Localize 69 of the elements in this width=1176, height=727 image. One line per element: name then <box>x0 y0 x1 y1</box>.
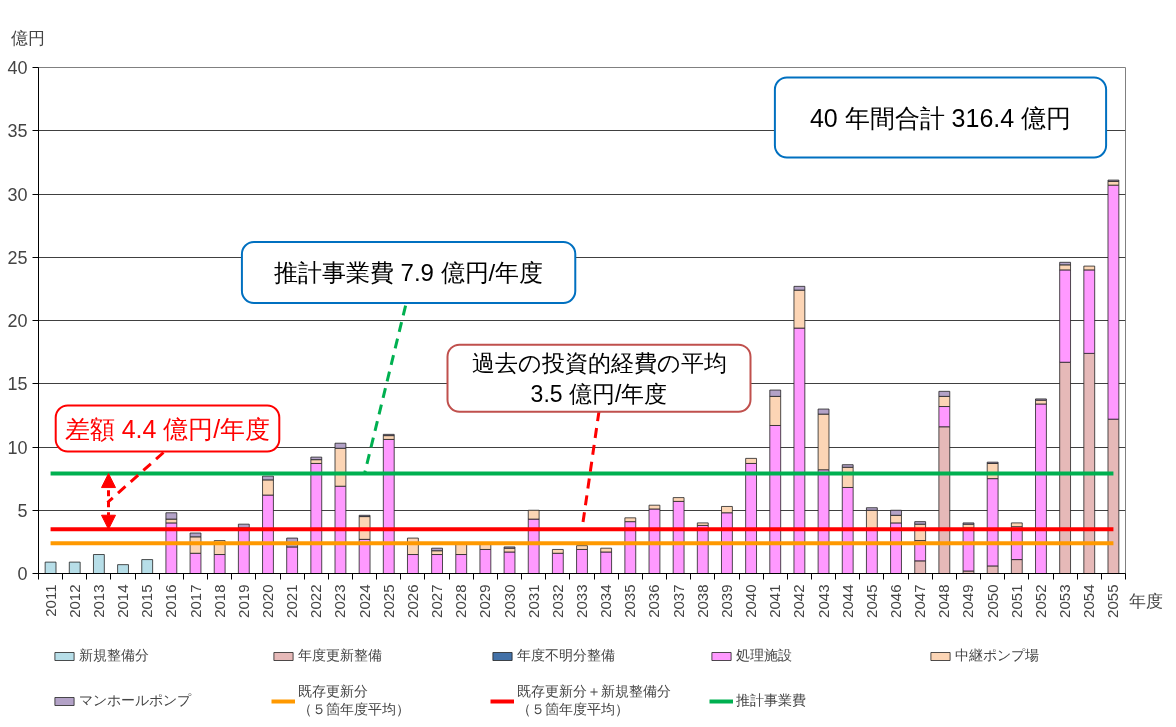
y-tick-label: 25 <box>7 247 28 268</box>
x-tick-label: 2034 <box>597 584 615 618</box>
x-tick-label: 2054 <box>1080 584 1098 618</box>
x-tick-label: 2031 <box>524 584 542 618</box>
x-tick-label: 2016 <box>162 584 180 618</box>
legend-label: 既存更新分（５箇年度平均） <box>298 683 411 719</box>
x-tick-label: 2029 <box>476 584 494 618</box>
x-tick-label: 2032 <box>548 584 566 618</box>
x-tick-label: 2013 <box>89 584 107 618</box>
x-tick-label: 2041 <box>766 584 784 618</box>
x-tick-label: 2052 <box>1031 584 1049 618</box>
legend-label: 推計事業費 <box>736 692 807 710</box>
x-tick-label: 2046 <box>887 584 905 618</box>
y-tick-label: 10 <box>7 437 28 458</box>
x-tick-label: 2033 <box>573 584 590 618</box>
x-tick-label: 2055 <box>1104 584 1122 618</box>
legend-label: 新規整備分 <box>79 647 150 665</box>
y-tick-label: 40 <box>7 58 28 78</box>
x-tick-label: 2012 <box>65 584 83 618</box>
x-tick-label: 2049 <box>959 584 977 618</box>
x-tick-label: 2047 <box>911 584 929 618</box>
x-tick-label: 2025 <box>379 584 397 618</box>
legend-label: 処理施設 <box>736 647 793 665</box>
legend-label: マンホールポンプ <box>79 692 193 710</box>
y-tick-label: 35 <box>7 121 28 142</box>
annotation: 推計事業費 7.9 億円/年度 <box>273 259 544 287</box>
x-tick-label: 2040 <box>742 584 760 618</box>
x-tick-label: 2024 <box>355 584 373 618</box>
x-tick-label: 2048 <box>935 584 953 618</box>
x-tick-label: 2045 <box>862 584 880 618</box>
legend-label: 年度更新整備 <box>298 647 383 665</box>
y-tick-label: 5 <box>17 500 28 521</box>
y-tick-label: 15 <box>7 374 28 395</box>
x-tick-label: 2044 <box>838 584 856 618</box>
x-tick-label: 2011 <box>41 584 59 617</box>
x-tick-label: 2020 <box>258 584 276 618</box>
x-tick-label: 2027 <box>428 584 446 618</box>
x-tick-label: 2038 <box>693 584 711 618</box>
x-tick-label: 2042 <box>790 584 808 618</box>
x-tick-label: 2039 <box>717 584 735 618</box>
x-tick-label: 2023 <box>331 584 349 618</box>
x-tick-label: 2036 <box>645 584 663 618</box>
annotation: 40 年間合計 316.4 億円 <box>809 103 1072 132</box>
legend-label: 中継ポンプ場 <box>955 647 1040 665</box>
x-tick-label: 2028 <box>452 584 470 618</box>
x-tick-label: 2015 <box>138 584 156 618</box>
x-tick-label: 2026 <box>403 584 421 618</box>
y-axis-title: 億円 <box>10 28 45 48</box>
x-tick-label: 2051 <box>1007 584 1025 618</box>
x-tick-label: 2018 <box>210 584 228 618</box>
x-tick-label: 2022 <box>307 584 325 618</box>
y-tick-label: 20 <box>7 311 28 331</box>
x-tick-label: 2050 <box>983 584 1001 618</box>
legend-label: 既存更新分＋新規整備分（５箇年度平均） <box>517 683 672 719</box>
annotation: 差額 4.4 億円/年度 <box>64 414 271 443</box>
legend-label: 年度不明分整備 <box>517 647 616 665</box>
x-tick-label: 2019 <box>234 584 252 618</box>
x-tick-label: 2037 <box>669 584 687 618</box>
x-tick-label: 2014 <box>114 584 132 618</box>
y-tick-label: 0 <box>17 564 28 584</box>
annotation: 過去の投資的経費の平均 3.5 億円/年度 <box>471 349 727 407</box>
x-tick-label: 2035 <box>621 584 639 618</box>
x-axis-title: 年度 <box>1128 591 1163 611</box>
x-tick-label: 2030 <box>500 584 518 618</box>
x-tick-label: 2021 <box>283 584 301 618</box>
y-tick-label: 30 <box>7 184 28 205</box>
x-tick-label: 2017 <box>186 584 204 618</box>
x-tick-label: 2053 <box>1056 584 1074 618</box>
x-tick-label: 2043 <box>814 584 832 618</box>
